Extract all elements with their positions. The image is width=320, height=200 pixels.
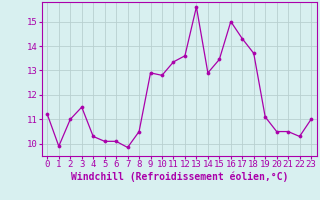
X-axis label: Windchill (Refroidissement éolien,°C): Windchill (Refroidissement éolien,°C) [70, 172, 288, 182]
